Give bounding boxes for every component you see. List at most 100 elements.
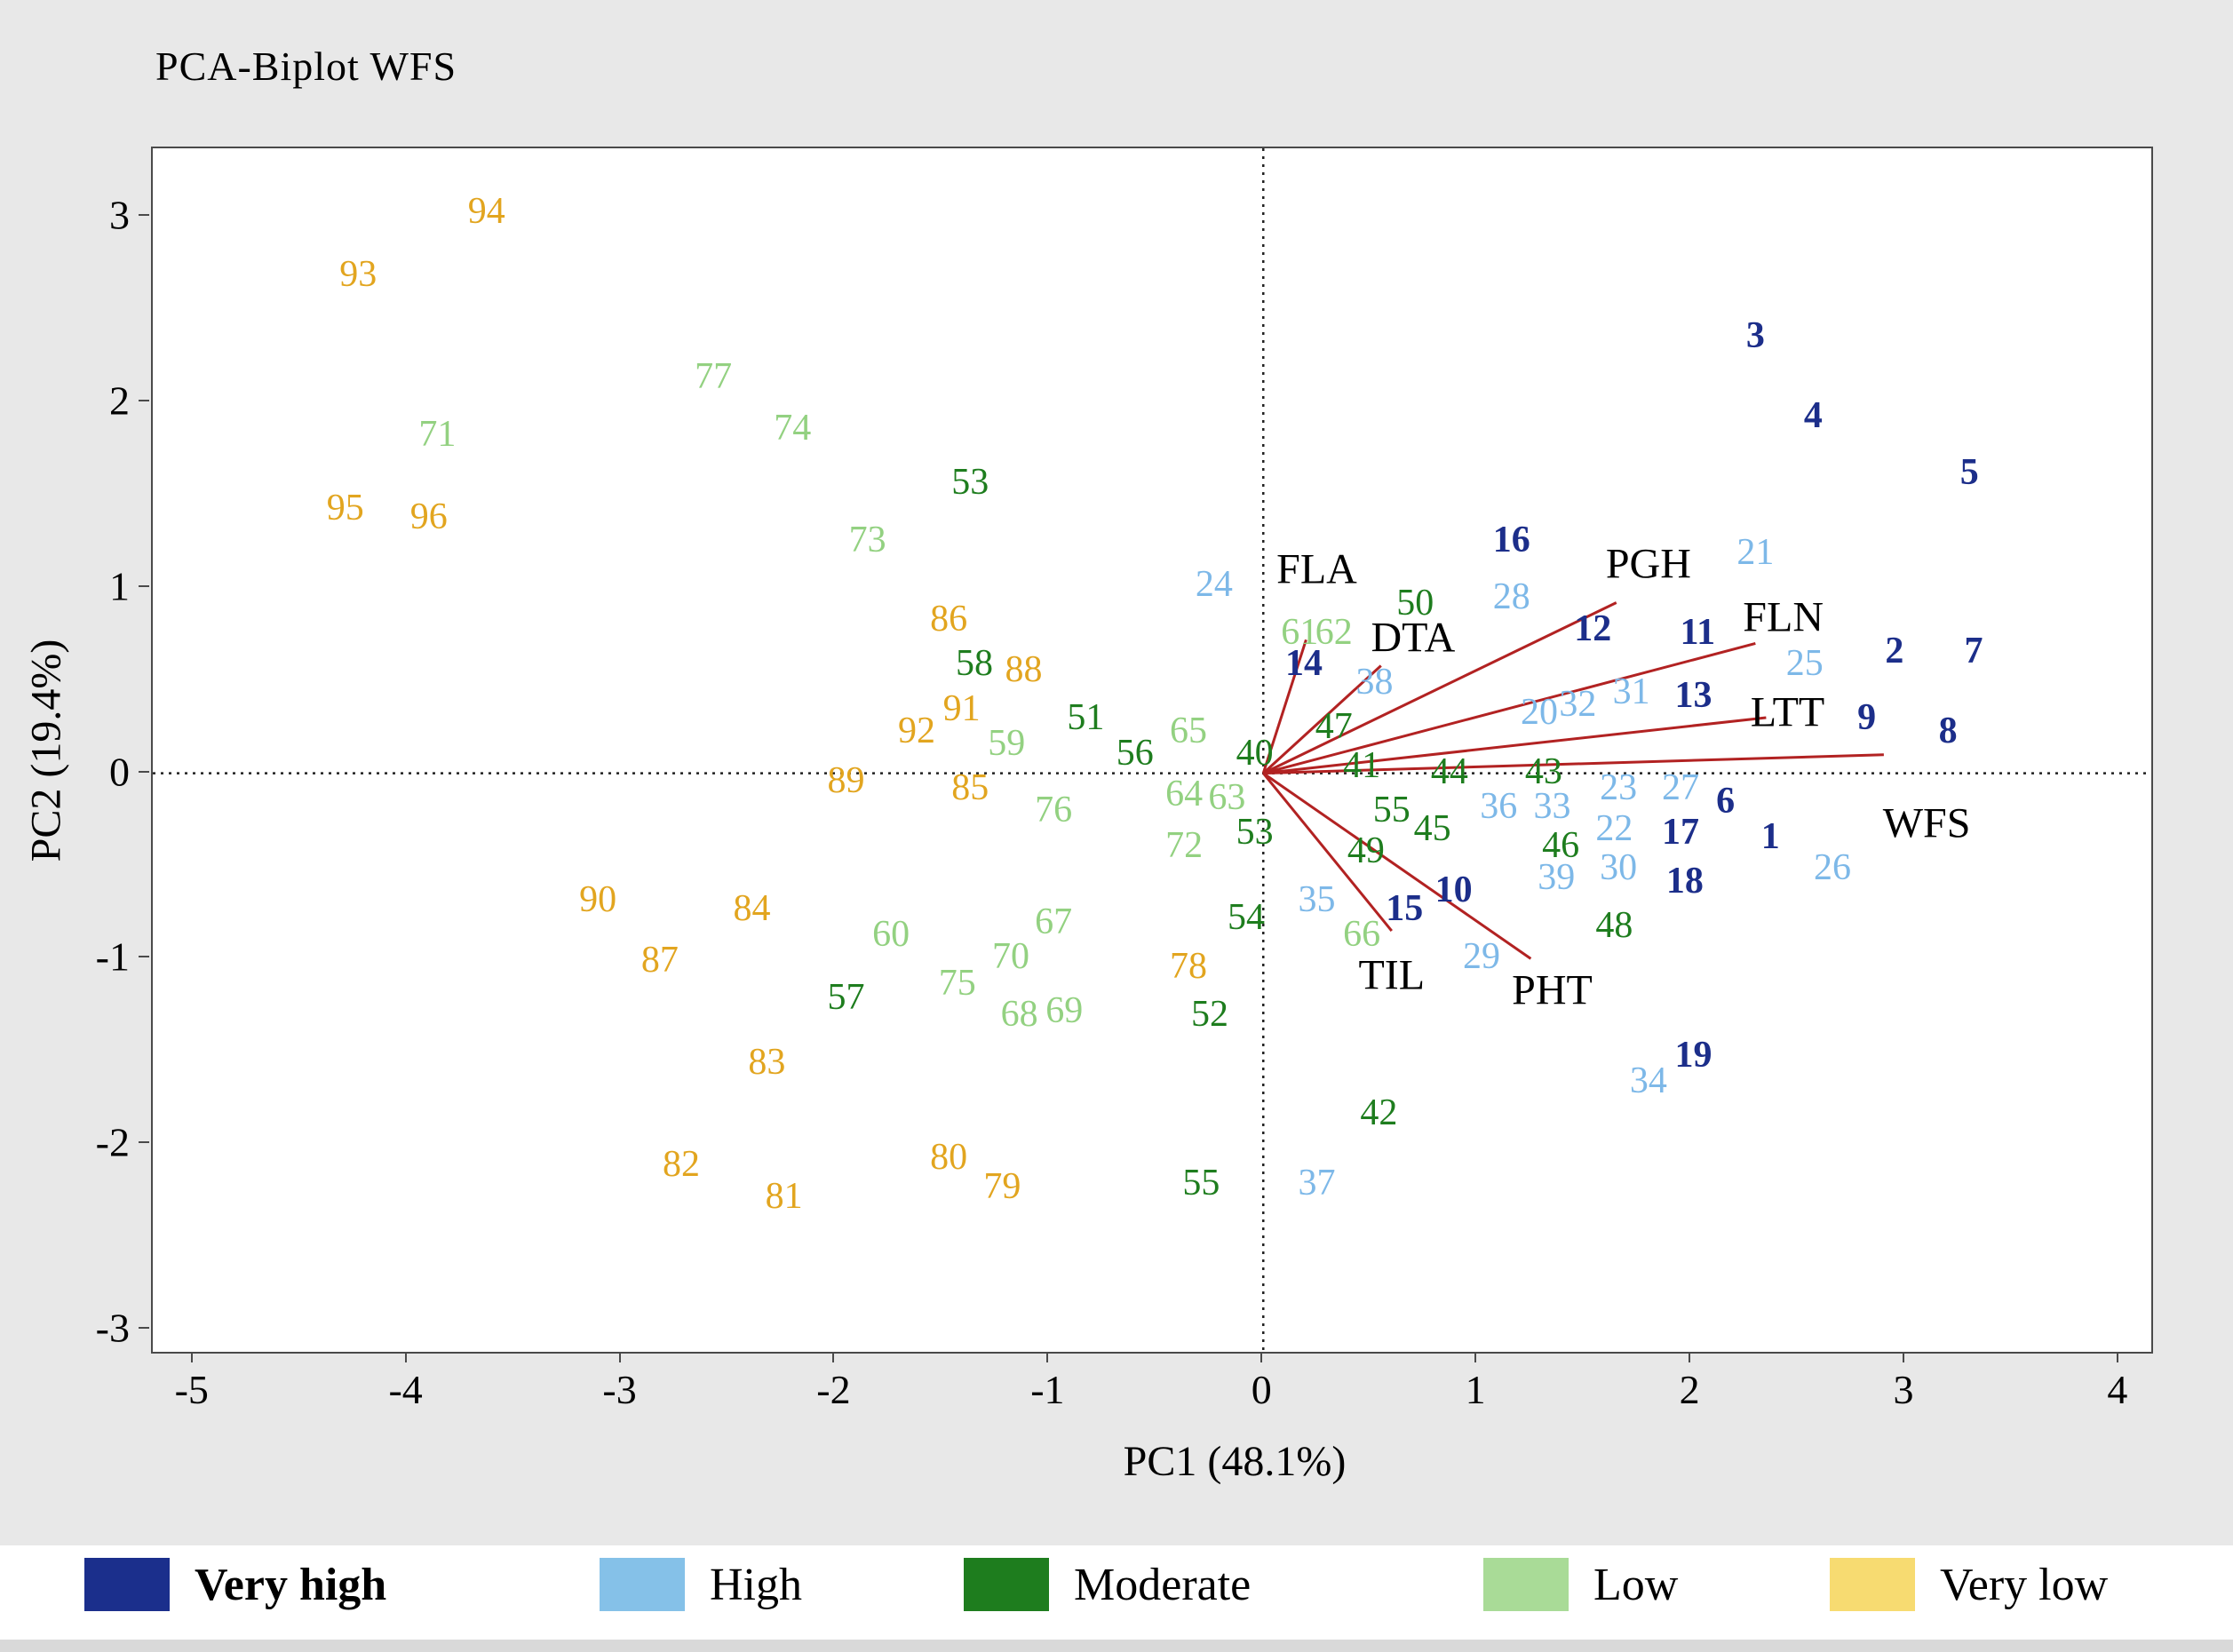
x-tick-label: 1 [1465,1367,1486,1412]
y-tickmark [139,584,149,587]
data-point-40: 40 [1236,732,1274,774]
data-point-55: 55 [1372,790,1411,831]
data-point-25: 25 [1785,643,1824,685]
x-tickmark [1046,1352,1049,1362]
data-point-78: 78 [1169,945,1207,987]
data-point-13: 13 [1674,674,1712,716]
data-point-74: 74 [774,408,812,449]
y-tick-label: 0 [109,749,130,795]
axes-and-vectors-layer [153,148,2151,1352]
data-point-95: 95 [326,488,364,529]
data-point-87: 87 [640,940,679,981]
x-tickmark [190,1352,193,1362]
data-point-43: 43 [1524,751,1562,792]
data-point-31: 31 [1612,671,1650,712]
data-point-5: 5 [1959,452,1979,494]
data-point-63: 63 [1208,776,1246,818]
data-point-18: 18 [1665,860,1704,901]
data-point-58: 58 [956,643,994,685]
legend-swatch [84,1558,170,1611]
legend-swatch [1830,1558,1915,1611]
data-point-17: 17 [1662,812,1700,854]
data-point-70: 70 [992,936,1029,978]
data-point-93: 93 [339,253,377,295]
trait-vector-til [1262,772,1393,933]
data-point-75: 75 [938,962,976,1004]
data-point-28: 28 [1492,576,1530,618]
data-point-90: 90 [579,878,617,920]
data-point-80: 80 [930,1136,968,1178]
data-point-35: 35 [1298,878,1336,920]
legend-swatch [964,1558,1049,1611]
trait-label-wfs: WFS [1882,799,1971,847]
trait-label-dta: DTA [1371,614,1456,662]
data-point-27: 27 [1662,767,1700,809]
data-point-64: 64 [1165,773,1204,814]
data-point-50: 50 [1396,582,1434,623]
legend-item-very-high: Very high [84,1558,386,1611]
trait-vector-dta [1262,664,1382,774]
data-point-92: 92 [898,710,935,751]
data-point-61: 61 [1281,611,1319,653]
y-tickmark [139,956,149,958]
data-point-12: 12 [1574,608,1612,649]
y-tick-label: 1 [109,563,130,609]
trait-label-ltt: LTT [1750,688,1825,736]
y-tick-label: -2 [95,1119,130,1165]
data-point-30: 30 [1600,847,1638,889]
data-point-39: 39 [1538,856,1576,898]
data-point-36: 36 [1480,786,1518,828]
data-point-1: 1 [1760,815,1780,857]
data-point-67: 67 [1035,901,1073,942]
x-tick-label: -5 [174,1367,209,1412]
x-tick-label: 0 [1251,1367,1272,1412]
y-tick-label: 3 [109,192,130,238]
data-point-20: 20 [1521,691,1559,733]
data-point-4: 4 [1803,394,1823,436]
data-point-51: 51 [1067,696,1105,738]
trait-label-pht: PHT [1512,966,1593,1014]
legend-label: Low [1593,1559,1679,1610]
x-tickmark [2116,1352,2118,1362]
data-point-53: 53 [951,461,989,503]
trait-vector-pht [1262,772,1532,960]
data-point-81: 81 [765,1175,803,1217]
y-axis-label: PC2 (19.4%) [22,639,70,862]
data-point-46: 46 [1542,825,1580,867]
data-point-84: 84 [733,888,771,929]
data-point-53: 53 [1236,812,1274,854]
data-point-49: 49 [1347,830,1385,872]
data-point-82: 82 [663,1144,701,1186]
legend-item-low: Low [1483,1558,1678,1611]
y-tickmark [139,214,149,217]
data-point-14: 14 [1285,643,1323,685]
data-point-77: 77 [695,355,733,397]
data-point-56: 56 [1116,732,1154,774]
y-tickmark [139,770,149,773]
data-point-7: 7 [1964,630,1983,671]
chart-title: PCA-Biplot WFS [155,44,457,89]
data-point-85: 85 [951,767,989,809]
data-point-19: 19 [1674,1034,1712,1076]
plot-frame: 1 2 3 4 5 6 7 8 9 10 11 12 13 14 15 16 17 18 19 20 21 22 23 24 2… [151,147,2153,1354]
data-point-88: 88 [1005,648,1043,690]
data-point-44: 44 [1430,751,1468,792]
data-point-15: 15 [1386,888,1424,929]
footer-bar [0,1640,2233,1652]
data-point-16: 16 [1492,519,1530,560]
x-tick-label: -4 [388,1367,423,1412]
legend-item-moderate: Moderate [964,1558,1251,1611]
data-point-41: 41 [1343,745,1381,787]
data-point-76: 76 [1035,790,1073,831]
legend: Very high High Moderate Low Very low [0,1545,2233,1640]
data-point-34: 34 [1629,1060,1667,1102]
data-point-55: 55 [1182,1163,1220,1203]
data-point-89: 89 [827,759,865,801]
data-point-2: 2 [1885,630,1904,671]
data-point-6: 6 [1716,780,1736,822]
x-tick-label: -3 [602,1367,637,1412]
data-point-65: 65 [1169,710,1207,751]
trait-vector-wfs [1263,753,1884,775]
data-point-9: 9 [1857,696,1877,738]
x-tick-label: -1 [1030,1367,1065,1412]
